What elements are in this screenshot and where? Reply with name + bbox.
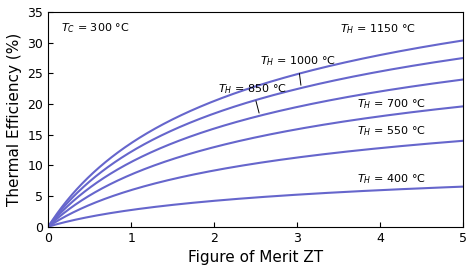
Text: $T_H$ = 1150 $\degree$C: $T_H$ = 1150 $\degree$C — [340, 22, 416, 36]
Text: $T_C$ = 300 $\degree$C: $T_C$ = 300 $\degree$C — [61, 21, 129, 35]
Y-axis label: Thermal Efficiency (%): Thermal Efficiency (%) — [7, 33, 22, 206]
Text: $T_H$ = 850 $\degree$C: $T_H$ = 850 $\degree$C — [219, 82, 287, 113]
Text: $T_H$ = 700 $\degree$C: $T_H$ = 700 $\degree$C — [357, 97, 426, 111]
Text: $T_H$ = 400 $\degree$C: $T_H$ = 400 $\degree$C — [357, 172, 426, 186]
X-axis label: Figure of Merit ZT: Figure of Merit ZT — [188, 250, 323, 265]
Text: $T_H$ = 550 $\degree$C: $T_H$ = 550 $\degree$C — [357, 125, 426, 138]
Text: $T_H$ = 1000 $\degree$C: $T_H$ = 1000 $\degree$C — [260, 54, 336, 85]
